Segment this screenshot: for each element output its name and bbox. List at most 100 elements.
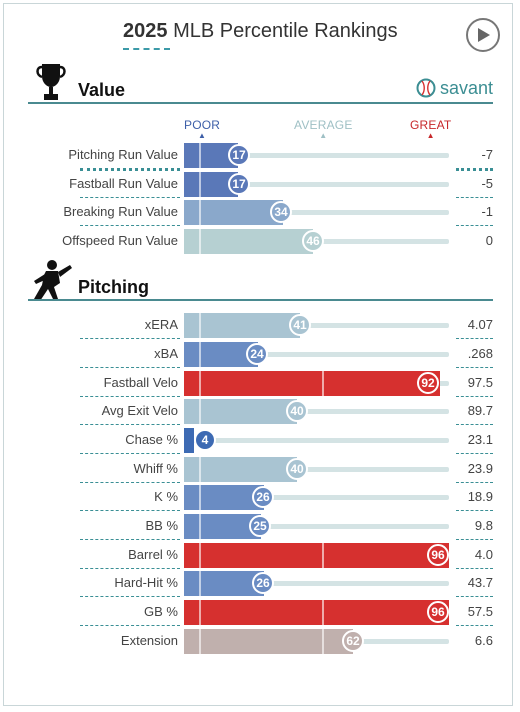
value-section-title: Value — [78, 80, 126, 100]
title-year: 2025 — [123, 20, 168, 42]
percentile-track — [184, 182, 449, 187]
row-divider — [456, 424, 493, 425]
percentile-bar — [184, 229, 313, 254]
stat-label: Pitching Run Value — [68, 147, 178, 162]
percentile-track — [184, 524, 449, 529]
stat-value: 97.5 — [467, 375, 493, 390]
stat-label: Avg Exit Velo — [101, 403, 178, 418]
scale-tick — [322, 629, 324, 654]
stat-value: 89.7 — [467, 403, 493, 418]
stat-value: 4.0 — [474, 547, 493, 562]
stat-label: K % — [154, 489, 178, 504]
stat-row[interactable]: Chase % 4 23.1 — [0, 427, 520, 454]
stat-value: 9.8 — [474, 518, 493, 533]
stat-value: 6.6 — [474, 633, 493, 648]
percentile-track — [184, 438, 449, 443]
stat-value: .268 — [467, 346, 493, 361]
percentile-bar — [184, 428, 194, 453]
stat-row[interactable]: xBA 24 .268 — [0, 341, 520, 368]
row-divider — [80, 168, 180, 171]
page-title: 2025 MLB Percentile Rankings — [123, 19, 398, 50]
stat-label: xBA — [154, 346, 178, 361]
row-divider — [456, 367, 493, 368]
stat-label: Barrel % — [128, 547, 178, 562]
stat-label: GB % — [144, 604, 178, 619]
percentile-track — [184, 323, 449, 328]
scale-tick — [199, 399, 201, 424]
stat-value: -7 — [481, 147, 493, 162]
stat-row[interactable]: Extension 62 6.6 — [0, 628, 520, 655]
stat-row[interactable]: xERA 41 4.07 — [0, 312, 520, 339]
percentile-bar — [184, 371, 440, 396]
percentile-badge: 40 — [286, 400, 308, 422]
stat-row[interactable]: K % 26 18.9 — [0, 484, 520, 511]
percentile-badge: 24 — [246, 343, 268, 365]
stat-label: Hard-Hit % — [114, 575, 178, 590]
stat-label: BB % — [145, 518, 178, 533]
stat-row[interactable]: BB % 25 9.8 — [0, 513, 520, 540]
stat-row[interactable]: Pitching Run Value 17 -7 — [0, 142, 520, 171]
scale-tick — [199, 457, 201, 482]
row-divider — [80, 596, 180, 597]
legend-average: AVERAGE ▲ — [294, 118, 353, 140]
stat-row[interactable]: Fastball Velo 92 97.5 — [0, 370, 520, 397]
value-section-rule — [28, 102, 493, 104]
scale-tick — [322, 600, 324, 625]
legend-great-marker: ▲ — [426, 131, 435, 140]
savant-logo[interactable]: savant — [416, 78, 493, 103]
row-divider — [80, 225, 180, 226]
stat-row[interactable]: Barrel % 96 4.0 — [0, 542, 520, 569]
stat-row[interactable]: Hard-Hit % 26 43.7 — [0, 570, 520, 597]
scale-tick — [199, 342, 201, 367]
percentile-badge: 17 — [228, 173, 250, 195]
percentile-bar — [184, 600, 449, 625]
stat-row[interactable]: Breaking Run Value 34 -1 — [0, 199, 520, 226]
stat-value: 4.07 — [467, 317, 493, 332]
scale-tick — [199, 313, 201, 338]
play-button[interactable] — [466, 18, 500, 52]
percentile-bar — [184, 457, 297, 482]
row-divider — [80, 539, 180, 540]
percentile-badge: 26 — [252, 572, 274, 594]
percentile-bar — [184, 514, 261, 539]
stat-label: Fastball Velo — [103, 375, 178, 390]
percentile-track — [184, 352, 449, 357]
stat-row[interactable]: GB % 96 57.5 — [0, 599, 520, 626]
legend-great-label: GREAT — [410, 118, 452, 132]
percentile-bar — [184, 543, 449, 568]
percentile-badge: 4 — [194, 429, 216, 451]
row-divider — [456, 539, 493, 540]
stat-label: Chase % — [125, 432, 178, 447]
percentile-bar — [184, 313, 300, 338]
value-section-header: Value savant — [28, 62, 493, 106]
row-divider — [80, 510, 180, 511]
stat-label: Extension — [120, 633, 178, 648]
percentile-badge: 17 — [228, 144, 250, 166]
stat-value: 43.7 — [467, 575, 493, 590]
percentile-bar — [184, 399, 297, 424]
scale-tick — [199, 600, 201, 625]
row-divider — [456, 197, 493, 198]
baseball-icon — [416, 78, 436, 103]
stat-row[interactable]: Fastball Run Value 17 -5 — [0, 171, 520, 198]
percentile-badge: 41 — [289, 314, 311, 336]
stat-row[interactable]: Offspeed Run Value 46 0 — [0, 228, 520, 255]
stat-value: 18.9 — [467, 489, 493, 504]
row-divider — [80, 625, 180, 626]
scale-tick — [199, 229, 201, 254]
scale-tick — [199, 543, 201, 568]
scale-tick — [199, 143, 201, 168]
row-divider — [80, 367, 180, 368]
percentile-badge: 26 — [252, 486, 274, 508]
stat-row[interactable]: Whiff % 40 23.9 — [0, 456, 520, 483]
percentile-bar — [184, 342, 258, 367]
pitching-section-rule — [28, 299, 493, 301]
percentile-bar — [184, 571, 264, 596]
percentile-track — [184, 153, 449, 158]
pitching-section-header: Pitching — [28, 259, 493, 303]
stat-value: 23.1 — [467, 432, 493, 447]
stat-value: -1 — [481, 204, 493, 219]
legend-poor: POOR ▲ — [184, 118, 220, 140]
stat-row[interactable]: Avg Exit Velo 40 89.7 — [0, 398, 520, 425]
trophy-icon — [34, 62, 68, 107]
